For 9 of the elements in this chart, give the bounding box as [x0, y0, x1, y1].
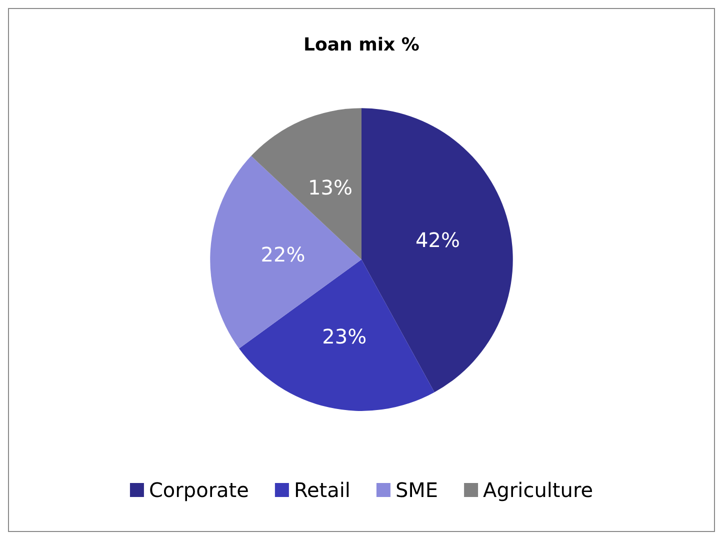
legend-label: Agriculture [483, 478, 594, 502]
data-label: 23% [322, 324, 367, 348]
legend-label: Corporate [148, 478, 249, 502]
legend-label: Retail [294, 478, 350, 502]
data-label: 22% [260, 242, 306, 267]
data-label: 42% [415, 228, 460, 252]
data-label: 13% [308, 175, 352, 200]
chart-title: Loan mix % [304, 34, 420, 56]
legend-label: SME [395, 478, 438, 502]
